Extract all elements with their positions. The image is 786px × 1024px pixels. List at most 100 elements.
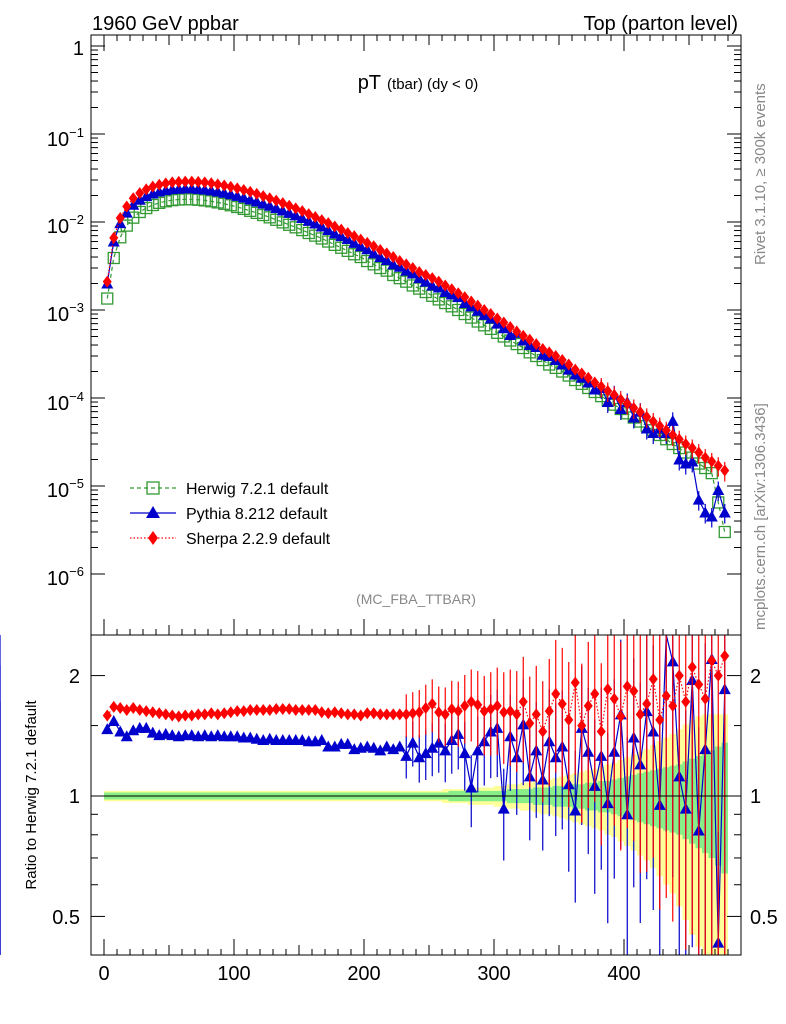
herwig-point <box>159 195 172 208</box>
ratio-sherpa-point <box>720 649 730 662</box>
herwig-point <box>465 311 478 324</box>
pythia-point <box>699 506 712 518</box>
ratio-sherpa-point <box>590 687 600 700</box>
sherpa-point <box>434 275 444 288</box>
x-tick-300: 300 <box>477 963 510 985</box>
ratio-sherpa-point <box>252 704 262 717</box>
ratio-pythia-point <box>465 781 478 793</box>
ratio-sherpa-point <box>258 704 268 717</box>
sherpa-point <box>694 446 704 459</box>
herwig-point <box>205 195 218 208</box>
herwig-point <box>179 193 192 206</box>
ratio-sherpa-point <box>518 695 528 708</box>
mcplots-label: mcplots.cern.ch [arXiv:1306.3436] <box>752 403 769 630</box>
herwig-point <box>309 229 322 242</box>
sherpa-point <box>375 244 385 257</box>
herwig-point <box>367 258 380 271</box>
ratio-sherpa-point <box>382 708 392 721</box>
ratio-sherpa-point <box>278 703 288 716</box>
herwig-point <box>471 315 484 328</box>
herwig-point <box>348 248 361 261</box>
ratio-sherpa-point <box>336 707 346 720</box>
sherpa-point <box>258 190 268 203</box>
ratio-sherpa-point <box>557 697 567 710</box>
ratio-sherpa-point <box>362 707 372 720</box>
pythia-point <box>328 227 341 239</box>
sherpa-point <box>271 194 281 207</box>
sherpa-point <box>245 185 255 198</box>
ratio-sherpa-point <box>544 705 554 718</box>
ratio-pythia-point <box>101 723 114 735</box>
ratio-sherpa-point <box>401 708 411 721</box>
herwig-point <box>140 201 153 215</box>
ratio-pythia-point <box>400 749 413 761</box>
ratio-sherpa-point <box>577 719 587 732</box>
legend-herwig-label: Herwig 7.2.1 default <box>186 481 329 498</box>
ratio-sherpa-point <box>174 710 184 723</box>
ratio-sherpa-point <box>525 717 535 730</box>
sherpa-point <box>596 380 606 393</box>
pythia-point <box>257 197 270 209</box>
ratio-y-tick-2-right: 2 <box>750 666 761 688</box>
legend: Herwig 7.2.1 default Pythia 8.212 defaul… <box>130 481 331 548</box>
sherpa-point <box>720 464 730 477</box>
sherpa-point <box>206 177 216 190</box>
ratio-pythia-point <box>374 744 387 756</box>
pythia-point <box>666 414 679 426</box>
ratio-sherpa-point <box>570 676 580 689</box>
x-tick-200: 200 <box>347 963 380 985</box>
ratio-sherpa-point <box>453 705 463 718</box>
sherpa-point <box>700 451 710 464</box>
sherpa-point <box>161 177 171 190</box>
herwig-point <box>458 307 471 321</box>
pythia-series <box>101 182 731 528</box>
pythia-point <box>270 202 283 214</box>
ratio-sherpa-point <box>531 708 541 721</box>
upper-y-tick-1e-6: 10−6 <box>47 564 84 590</box>
ratio-sherpa-point <box>180 709 190 722</box>
sherpa-point <box>362 236 372 249</box>
herwig-point <box>172 193 185 206</box>
sherpa-point <box>544 346 554 359</box>
herwig-point <box>406 279 419 292</box>
sherpa-point <box>505 321 515 334</box>
sherpa-point <box>232 182 242 195</box>
pythia-point <box>348 236 361 248</box>
herwig-point <box>452 303 465 317</box>
ratio-pythia-point <box>439 744 452 756</box>
ratio-sherpa-point <box>154 707 164 720</box>
x-tick-0: 0 <box>98 963 109 985</box>
herwig-point <box>192 193 205 206</box>
herwig-point <box>322 235 335 248</box>
sherpa-series <box>102 175 730 482</box>
ratio-pythia-point <box>458 747 471 759</box>
herwig-point <box>185 193 198 206</box>
upper-y-tick-1e-4: 10−4 <box>47 389 84 415</box>
sherpa-point <box>655 420 665 433</box>
sherpa-point <box>252 187 262 200</box>
sherpa-point <box>713 459 723 472</box>
sherpa-point <box>388 251 398 264</box>
sherpa-point <box>531 338 541 351</box>
sherpa-point <box>707 455 717 468</box>
ratio-pythia-point <box>367 741 380 753</box>
sherpa-point <box>473 299 483 312</box>
ratio-sherpa-point <box>427 697 437 710</box>
herwig-point <box>328 238 341 251</box>
upper-y-tick-1e-5: 10−5 <box>47 476 84 502</box>
ratio-sherpa-point <box>635 708 645 721</box>
ratio-sherpa-point <box>239 705 249 718</box>
pythia-point <box>335 230 348 242</box>
rivet-info-label: Rivet 3.1.10, ≥ 300k events <box>752 83 769 265</box>
ratio-sherpa-point <box>219 707 229 720</box>
pythia-line <box>106 187 726 518</box>
sherpa-line <box>106 180 726 471</box>
herwig-point <box>263 211 276 224</box>
pythia-point <box>244 193 257 205</box>
sherpa-point <box>427 272 437 285</box>
herwig-point <box>218 197 231 210</box>
ratio-sherpa-point <box>122 704 132 717</box>
sherpa-point <box>525 333 535 346</box>
herwig-point <box>153 196 166 210</box>
x-tick-100: 100 <box>217 963 250 985</box>
